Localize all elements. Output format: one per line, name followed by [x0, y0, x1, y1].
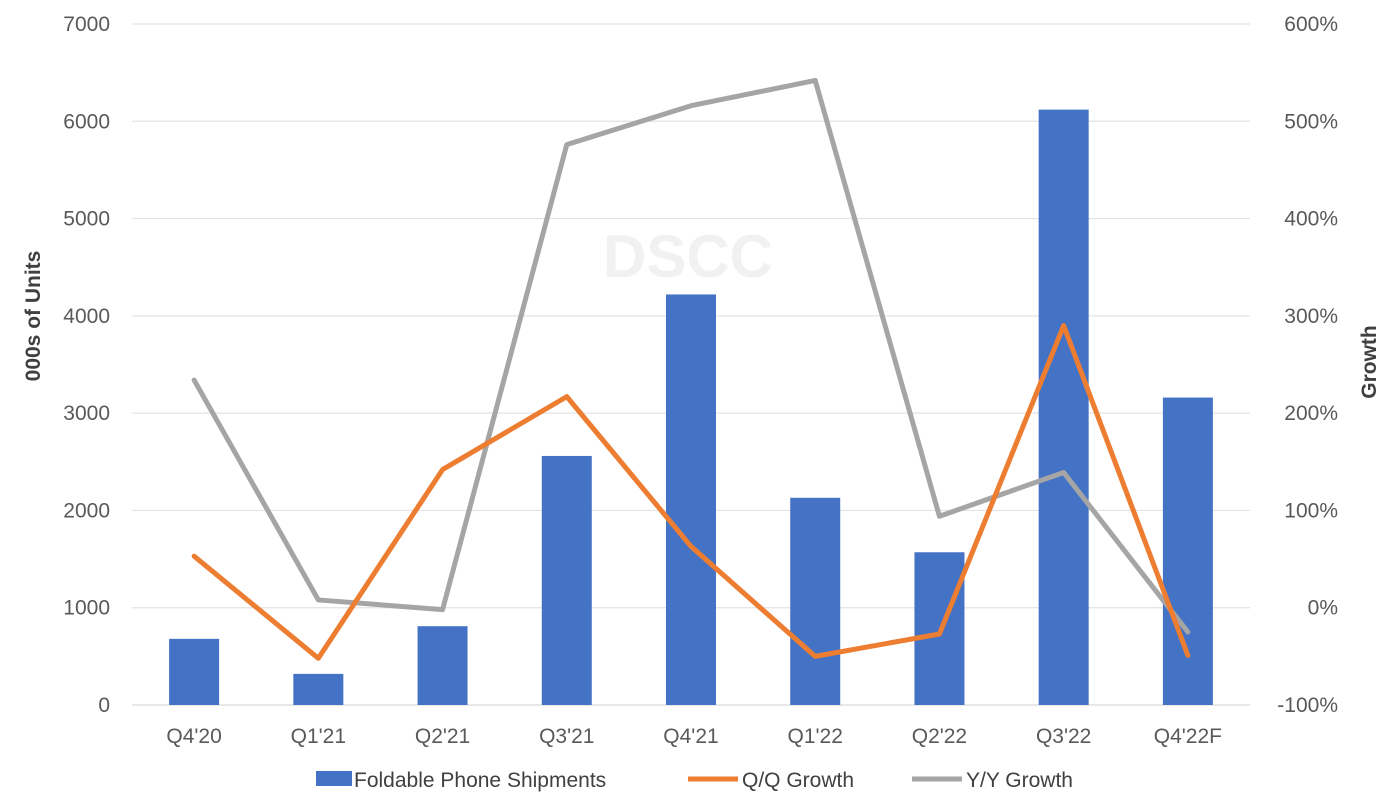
y-axis-left-title: 000s of Units: [22, 251, 45, 382]
legend-label: Q/Q Growth: [742, 769, 854, 792]
y-right-tick-label: -100%: [1277, 694, 1338, 717]
bar: [1162, 397, 1213, 705]
x-tick-label: Q3'21: [539, 725, 594, 748]
x-tick-label: Q2'22: [912, 725, 967, 748]
line-series: [191, 77, 1191, 661]
x-tick-label: Q4'21: [663, 725, 718, 748]
x-tick-label: Q4'22F: [1154, 725, 1222, 748]
x-tick-label: Q2'21: [415, 725, 470, 748]
bar: [1038, 109, 1089, 705]
y-left-tick-label: 7000: [63, 13, 110, 36]
y-right-tick-label: 600%: [1284, 13, 1338, 36]
y-right-tick-label: 400%: [1284, 208, 1338, 231]
watermark: DSCC: [603, 223, 773, 290]
y-left-tick-label: 4000: [63, 305, 110, 328]
y-left-tick-label: 3000: [63, 402, 110, 425]
y-left-tick-label: 1000: [63, 597, 110, 620]
x-tick-label: Q3'22: [1036, 725, 1091, 748]
y-right-tick-label: 100%: [1284, 499, 1338, 522]
x-tick-label: Q1'21: [291, 725, 346, 748]
y-axis-right: -100% 0% 100% 200% 300% 400% 500% 600%: [1277, 13, 1338, 717]
x-tick-label: Q4'20: [166, 725, 221, 748]
x-axis: Q4'20 Q1'21 Q2'21 Q3'21 Q4'21 Q1'22 Q2'22 Q3'22…: [166, 725, 1222, 748]
x-tick-label: Q1'22: [788, 725, 843, 748]
y-left-tick-label: 0: [98, 694, 110, 717]
y-right-tick-label: 300%: [1284, 305, 1338, 328]
bar: [541, 455, 592, 705]
legend-label: Foldable Phone Shipments: [354, 769, 606, 792]
legend-label: Y/Y Growth: [966, 769, 1073, 792]
bar: [169, 638, 220, 705]
y-axis-left: 0 1000 2000 3000 4000 5000 6000 7000: [63, 13, 110, 717]
bar: [293, 673, 344, 705]
y-left-tick-label: 6000: [63, 110, 110, 133]
y-right-tick-label: 500%: [1284, 110, 1338, 133]
y-left-tick-label: 2000: [63, 499, 110, 522]
y-right-tick-label: 0%: [1308, 597, 1338, 620]
bar: [417, 626, 468, 705]
legend-swatch: [316, 771, 352, 786]
bar: [790, 497, 841, 705]
series-line: [191, 77, 1191, 635]
series-line: [191, 323, 1191, 661]
bar: [666, 294, 716, 705]
y-axis-right-title: Growth: [1358, 325, 1381, 399]
y-right-tick-label: 200%: [1284, 402, 1338, 425]
y-left-tick-label: 5000: [63, 208, 110, 231]
legend: Foldable Phone Shipments Q/Q Growth Y/Y Gr…: [316, 769, 1073, 792]
bar-series: [169, 109, 1213, 705]
